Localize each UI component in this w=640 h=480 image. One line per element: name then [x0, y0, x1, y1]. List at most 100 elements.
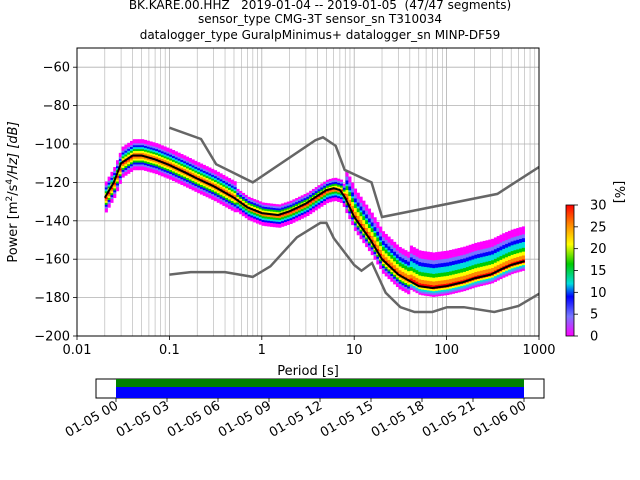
- heatmap-cell: [205, 173, 209, 177]
- heatmap-cell: [135, 143, 139, 146]
- heatmap-cell: [130, 142, 134, 146]
- heatmap-cell: [505, 251, 509, 254]
- colorbar: [565, 204, 575, 337]
- heatmap-cell: [479, 256, 483, 260]
- heatmap-cell: [300, 210, 304, 213]
- heatmap-cell: [191, 172, 195, 176]
- heatmap-cell: [440, 259, 444, 262]
- heatmap-cell: [146, 169, 150, 172]
- heatmap-cell: [465, 261, 470, 264]
- heatmap-cell: [107, 176, 111, 179]
- heatmap-cell: [384, 247, 388, 250]
- heatmap-cell: [219, 177, 223, 180]
- heatmap-cell: [211, 191, 215, 195]
- heatmap-cell: [468, 283, 472, 286]
- heatmap-cell: [261, 208, 265, 211]
- heatmap-cell: [510, 235, 514, 238]
- heatmap-cell: [191, 178, 195, 181]
- heatmap-cell: [415, 248, 419, 251]
- heatmap-cell: [107, 199, 111, 202]
- heatmap-cell: [323, 187, 327, 190]
- heatmap-cell: [440, 266, 444, 269]
- heatmap-cell: [233, 194, 237, 197]
- heatmap-cell: [379, 238, 383, 241]
- nhnm-line: [168, 126, 539, 219]
- heatmap-cell: [146, 148, 150, 151]
- heatmap-cell: [395, 248, 400, 251]
- heatmap-cell: [440, 274, 444, 277]
- heatmap-cell: [104, 208, 108, 211]
- heatmap-cell: [370, 226, 374, 229]
- heatmap-cell: [479, 243, 483, 246]
- heatmap-cell: [488, 264, 492, 267]
- heatmap-cell: [412, 260, 416, 263]
- heatmap-cell: [474, 256, 478, 259]
- heatmap-cell: [437, 253, 442, 256]
- heatmap-cell: [138, 143, 142, 146]
- heatmap-cell: [507, 248, 511, 251]
- heatmap-cell: [331, 178, 335, 181]
- heatmap-cell: [272, 211, 276, 214]
- heatmap-cell: [502, 271, 506, 274]
- heatmap-cell: [449, 255, 453, 258]
- heatmap-cell: [493, 275, 497, 279]
- heatmap-cell: [258, 203, 262, 206]
- heatmap-cell: [404, 252, 408, 255]
- heatmap-cell: [323, 202, 327, 205]
- heatmap-cell: [261, 221, 265, 224]
- heatmap-cell: [519, 229, 523, 232]
- heatmap-cell: [356, 223, 360, 226]
- heatmap-cell: [359, 210, 363, 213]
- heatmap-cell: [379, 226, 383, 229]
- heatmap-cell: [202, 176, 206, 179]
- heatmap-cell: [440, 264, 444, 268]
- heatmap-cell: [479, 268, 483, 271]
- heatmap-cell: [283, 204, 288, 207]
- heatmap-cell: [177, 175, 181, 178]
- heatmap-cell: [110, 200, 114, 203]
- heatmap-cell: [432, 271, 436, 274]
- heatmap-cell: [132, 166, 136, 169]
- heatmap-cell: [423, 280, 428, 283]
- heatmap-cell: [423, 293, 428, 296]
- heatmap-cell: [454, 258, 458, 261]
- heatmap-cell: [409, 260, 414, 264]
- heatmap-cell: [373, 255, 377, 258]
- heatmap-cell: [127, 165, 131, 169]
- heatmap-cell: [124, 167, 128, 170]
- heatmap-cell: [297, 202, 302, 205]
- heatmap-cell: [146, 142, 150, 145]
- heatmap-cell: [381, 269, 386, 272]
- heatmap-cell: [463, 262, 467, 265]
- heatmap-cell: [323, 195, 327, 198]
- heatmap-cell: [426, 280, 430, 283]
- heatmap-cell: [418, 269, 422, 272]
- heatmap-cell: [370, 216, 374, 219]
- heatmap-cell: [283, 223, 288, 226]
- heatmap-cell: [398, 287, 402, 290]
- heatmap-cell: [317, 194, 321, 198]
- heatmap-cell: [216, 185, 220, 188]
- heatmap-cell: [194, 164, 198, 167]
- heatmap-cell: [370, 218, 374, 221]
- heatmap-cell: [468, 250, 472, 253]
- heatmap-cell: [255, 211, 260, 214]
- heatmap-cell: [477, 278, 481, 281]
- heatmap-cell: [507, 232, 511, 235]
- heatmap-cell: [468, 285, 472, 288]
- heatmap-cell: [468, 269, 472, 272]
- heatmap-cell: [421, 250, 425, 254]
- heatmap-cell: [513, 247, 517, 251]
- heatmap-cell: [412, 254, 416, 258]
- heatmap-cell: [510, 271, 514, 275]
- heatmap-cell: [454, 271, 458, 274]
- heatmap-cell: [409, 276, 414, 279]
- heatmap-cell: [166, 149, 170, 152]
- heatmap-cell: [407, 261, 411, 264]
- heatmap-cell: [197, 164, 201, 167]
- heatmap-cell: [250, 219, 254, 222]
- heatmap-cell: [429, 275, 433, 278]
- heatmap-cell: [149, 152, 153, 156]
- heatmap-cell: [348, 186, 352, 189]
- heatmap-cell: [482, 263, 486, 267]
